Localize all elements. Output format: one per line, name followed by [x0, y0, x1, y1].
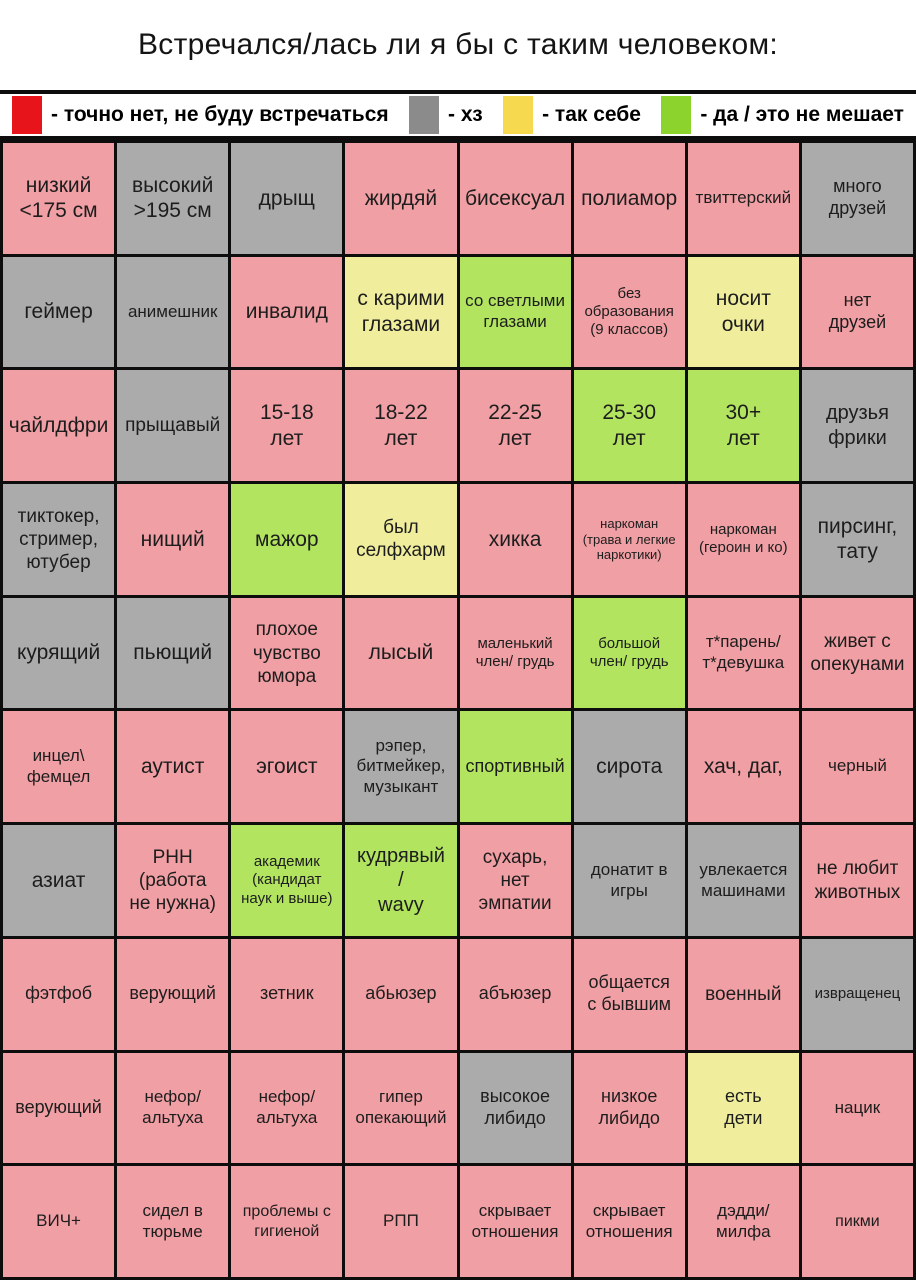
grid-cell-r4-c5: хикка	[459, 484, 571, 595]
grid-cell-r7-c2: РНН (работа не нужна)	[117, 825, 229, 936]
grid-cell-r8-c6: общается с бывшим	[573, 938, 685, 1050]
traits-grid: низкий <175 см высокий >195 см дрыщ жирдяй б…	[0, 140, 916, 1280]
grid-cell-r9-c6: низкое либидо	[573, 1052, 685, 1164]
title-bar: Встречался/лась ли я бы с таким человеко…	[0, 0, 916, 90]
grid-cell-r7-c7: увлекается машинами	[687, 825, 799, 936]
grid-cell-r7-c3: академик (кандидат наук и выше)	[231, 825, 343, 936]
legend-swatch-yes	[661, 96, 692, 134]
legend-label-yes: - да / это не мешает	[700, 103, 904, 126]
grid-cell-r9-c7: есть дети	[687, 1052, 799, 1164]
grid-cell-r9-c5: высокое либидо	[459, 1052, 571, 1164]
grid-cell-r10-c8: пикми	[801, 1166, 913, 1277]
grid-cell-r5-c2: пьющий	[117, 597, 229, 709]
grid-cell-r6-c1: инцел\ фемцел	[3, 711, 115, 823]
grid-cell-r8-c8: извращенец	[801, 938, 913, 1050]
legend-item-hz: - хз	[409, 96, 483, 134]
grid-cell-r5-c7: т*парень/ т*девушка	[687, 597, 799, 709]
page-title: Встречался/лась ли я бы с таким человеко…	[137, 28, 779, 61]
grid-cell-r2-c3: инвалид	[231, 256, 343, 368]
grid-cell-r1-c4: жирдяй	[345, 143, 457, 254]
grid-cell-r1-c2: высокий >195 см	[117, 143, 229, 254]
grid-cell-r7-c8: не любит животных	[801, 825, 913, 936]
grid-cell-r8-c7: военный	[687, 938, 799, 1050]
grid-cell-r2-c8: нет друзей	[801, 256, 913, 368]
grid-cell-r1-c3: дрыщ	[231, 143, 343, 254]
grid-cell-r2-c5: со светлыми глазами	[459, 256, 571, 368]
grid-cell-r1-c6: полиамор	[573, 143, 685, 254]
legend-item-no: - точно нет, не буду встречаться	[12, 96, 389, 134]
grid-cell-r10-c5: скрывает отношения	[459, 1166, 571, 1277]
grid-cell-r9-c2: нефор/ альтуха	[117, 1052, 229, 1164]
grid-cell-r4-c4: был селфхарм	[345, 484, 457, 595]
grid-cell-r4-c3: мажор	[231, 484, 343, 595]
grid-cell-r9-c8: нацик	[801, 1052, 913, 1164]
grid-cell-r9-c1: верующий	[3, 1052, 115, 1164]
grid-cell-r2-c6: без образования (9 классов)	[573, 256, 685, 368]
grid-cell-r4-c6: наркоман (трава и легкие наркотики)	[573, 484, 685, 595]
grid-cell-r10-c3: проблемы с гигиеной	[231, 1166, 343, 1277]
grid-cell-r5-c4: лысый	[345, 597, 457, 709]
legend-swatch-no	[12, 96, 42, 134]
grid-cell-r5-c1: курящий	[3, 597, 115, 709]
grid-cell-r1-c7: твиттерский	[687, 143, 799, 254]
grid-cell-r2-c1: геймер	[3, 256, 115, 368]
grid-cell-r5-c3: плохое чувство юмора	[231, 597, 343, 709]
legend-swatch-hz	[409, 96, 440, 134]
grid-cell-r3-c2: прыщавый	[117, 370, 229, 482]
legend-label-no: - точно нет, не буду встречаться	[51, 103, 389, 126]
legend-bar: - точно нет, не буду встречаться - хз - та…	[0, 90, 916, 140]
grid-cell-r2-c7: носит очки	[687, 256, 799, 368]
grid-cell-r4-c2: нищий	[117, 484, 229, 595]
grid-cell-r3-c8: друзья фрики	[801, 370, 913, 482]
grid-cell-r4-c8: пирсинг, тату	[801, 484, 913, 595]
grid-cell-r8-c3: зетник	[231, 938, 343, 1050]
grid-cell-r6-c5: спортивный	[459, 711, 571, 823]
grid-cell-r1-c1: низкий <175 см	[3, 143, 115, 254]
grid-cell-r10-c6: скрывает отношения	[573, 1166, 685, 1277]
grid-cell-r3-c7: 30+ лет	[687, 370, 799, 482]
grid-cell-r1-c8: много друзей	[801, 143, 913, 254]
grid-cell-r2-c4: с карими глазами	[345, 256, 457, 368]
grid-cell-r7-c6: донатит в игры	[573, 825, 685, 936]
grid-cell-r10-c1: ВИЧ+	[3, 1166, 115, 1277]
legend-label-soso: - так себе	[542, 103, 641, 126]
grid-cell-r10-c2: сидел в тюрьме	[117, 1166, 229, 1277]
grid-cell-r9-c4: гипер опекающий	[345, 1052, 457, 1164]
grid-cell-r8-c5: абъюзер	[459, 938, 571, 1050]
grid-cell-r3-c5: 22-25 лет	[459, 370, 571, 482]
grid-cell-r6-c8: черный	[801, 711, 913, 823]
grid-cell-r6-c7: хач, даг,	[687, 711, 799, 823]
grid-cell-r7-c1: азиат	[3, 825, 115, 936]
grid-cell-r1-c5: бисексуал	[459, 143, 571, 254]
grid-cell-r8-c4: абьюзер	[345, 938, 457, 1050]
grid-cell-r10-c7: дэдди/ милфа	[687, 1166, 799, 1277]
grid-cell-r6-c4: рэпер, битмейкер, музыкант	[345, 711, 457, 823]
grid-cell-r5-c6: большой член/ грудь	[573, 597, 685, 709]
grid-cell-r5-c5: маленький член/ грудь	[459, 597, 571, 709]
legend-item-yes: - да / это не мешает	[661, 96, 904, 134]
legend-swatch-soso	[503, 96, 534, 134]
grid-cell-r3-c4: 18-22 лет	[345, 370, 457, 482]
grid-cell-r6-c6: сирота	[573, 711, 685, 823]
grid-cell-r8-c2: верующий	[117, 938, 229, 1050]
grid-cell-r4-c1: тиктокер, стример, ютубер	[3, 484, 115, 595]
grid-cell-r5-c8: живет с опекунами	[801, 597, 913, 709]
grid-cell-r6-c3: эгоист	[231, 711, 343, 823]
grid-cell-r7-c4: кудрявый / wavy	[345, 825, 457, 936]
grid-cell-r3-c6: 25-30 лет	[573, 370, 685, 482]
grid-cell-r2-c2: анимешник	[117, 256, 229, 368]
grid-cell-r9-c3: нефор/ альтуха	[231, 1052, 343, 1164]
legend-item-soso: - так себе	[503, 96, 641, 134]
grid-cell-r8-c1: фэтфоб	[3, 938, 115, 1050]
grid-cell-r3-c1: чайлдфри	[3, 370, 115, 482]
legend-label-hz: - хз	[448, 103, 483, 126]
grid-cell-r6-c2: аутист	[117, 711, 229, 823]
grid-cell-r7-c5: сухарь, нет эмпатии	[459, 825, 571, 936]
grid-cell-r10-c4: РПП	[345, 1166, 457, 1277]
grid-cell-r4-c7: наркоман (героин и ко)	[687, 484, 799, 595]
grid-cell-r3-c3: 15-18 лет	[231, 370, 343, 482]
